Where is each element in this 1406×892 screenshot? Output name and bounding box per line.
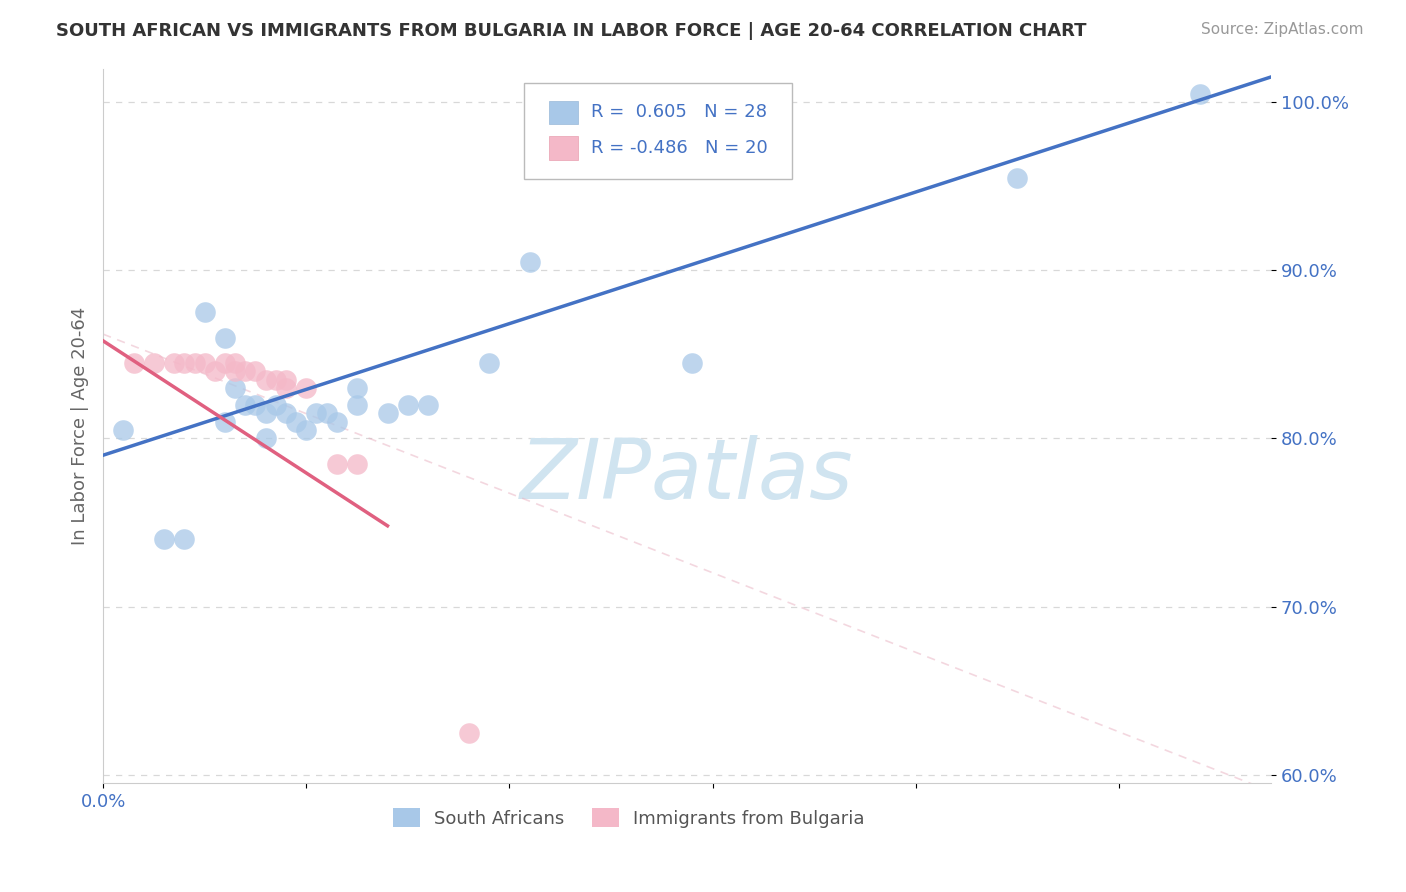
Y-axis label: In Labor Force | Age 20-64: In Labor Force | Age 20-64 [72,307,89,545]
Point [396,398,419,412]
Point [214,356,236,370]
Point [418,398,440,412]
Point [183,356,205,370]
Point [214,330,236,344]
Point [173,356,195,370]
Point [295,381,318,395]
Point [214,415,236,429]
Text: R =  0.605   N = 28: R = 0.605 N = 28 [592,103,768,121]
Text: Source: ZipAtlas.com: Source: ZipAtlas.com [1201,22,1364,37]
Point [194,356,217,370]
Point [142,356,165,370]
Point [519,255,541,269]
Point [163,356,186,370]
Point [305,406,328,420]
Text: ZIPatlas: ZIPatlas [520,435,853,516]
Legend: South Africans, Immigrants from Bulgaria: South Africans, Immigrants from Bulgaria [385,801,872,835]
Point [274,381,297,395]
Text: R = -0.486   N = 20: R = -0.486 N = 20 [592,139,768,157]
Point [274,406,297,420]
Point [325,457,347,471]
Point [1005,170,1028,185]
Point [112,423,135,437]
Point [224,364,246,378]
Point [377,406,399,420]
Point [233,364,256,378]
Point [478,356,501,370]
Point [224,381,246,395]
Point [346,398,368,412]
Point [224,356,246,370]
Bar [550,101,578,124]
Point [173,533,195,547]
Point [194,305,217,319]
FancyBboxPatch shape [523,83,792,179]
Point [285,415,308,429]
Point [254,406,277,420]
Point [325,415,347,429]
Point [254,431,277,445]
Text: SOUTH AFRICAN VS IMMIGRANTS FROM BULGARIA IN LABOR FORCE | AGE 20-64 CORRELATION: SOUTH AFRICAN VS IMMIGRANTS FROM BULGARI… [56,22,1087,40]
Point [153,533,176,547]
Point [254,373,277,387]
Point [264,398,287,412]
Point [245,364,267,378]
Point [122,356,145,370]
Point [204,364,226,378]
Point [346,457,368,471]
Point [457,725,479,739]
Point [295,423,318,437]
Point [681,356,703,370]
Bar [550,136,578,160]
Point [346,381,368,395]
Point [274,373,297,387]
Point [233,398,256,412]
Point [264,373,287,387]
Point [315,406,337,420]
Point [245,398,267,412]
Point [1188,87,1211,101]
